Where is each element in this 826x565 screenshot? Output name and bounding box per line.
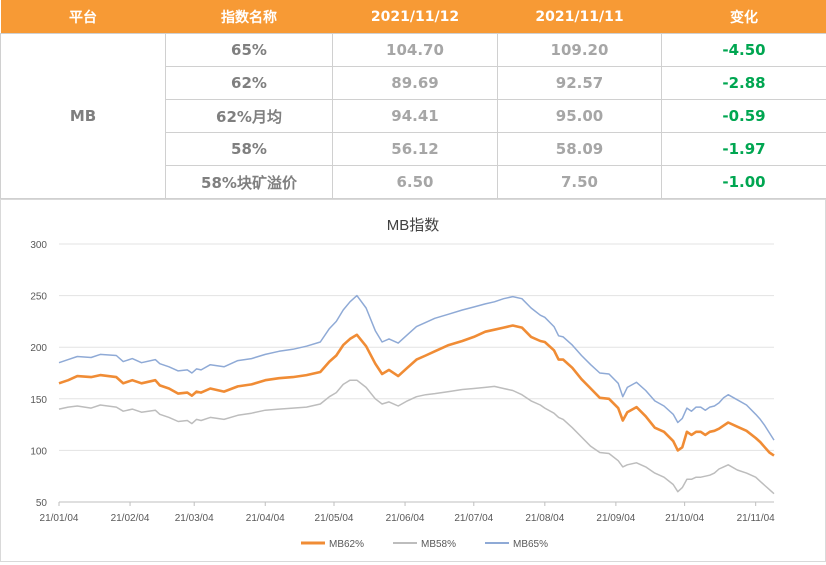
change-cell: -2.88 [662,67,826,100]
x-tick-label: 21/08/04 [525,513,564,524]
series-line-mb62 [59,326,774,456]
platform-cell: MB [1,34,166,199]
x-tick-label: 21/03/04 [175,513,214,524]
y-tick-label: 200 [30,343,47,354]
x-tick-label: 21/11/04 [737,513,776,524]
header-date-1: 2021/11/12 [333,0,498,34]
y-tick-label: 50 [36,498,48,509]
change-cell: -1.00 [662,166,826,199]
x-tick-label: 21/04/04 [246,513,285,524]
value-cell-1: 89.69 [333,67,498,100]
index-name-cell: 65% [166,34,333,67]
value-cell-2: 92.57 [498,67,662,100]
x-tick-label: 21/06/04 [386,513,425,524]
value-cell-1: 6.50 [333,166,498,199]
table-row: MB 65% 104.70 109.20 -4.50 [1,34,826,67]
price-table: 平台 指数名称 2021/11/12 2021/11/11 变化 MB 65% … [0,0,826,199]
value-cell-2: 95.00 [498,100,662,133]
x-tick-label: 21/01/04 [40,513,79,524]
mb-index-chart: MB指数 50 100 150 200 250 300 21/01/04 21/02/04 2… [1,200,825,561]
y-tick-label: 250 [30,292,47,303]
legend-label: MB58% [421,539,456,550]
change-cell: -1.97 [662,133,826,166]
chart-title: MB指数 [387,217,440,234]
y-tick-label: 300 [30,240,47,251]
legend-label: MB65% [513,539,548,550]
value-cell-2: 7.50 [498,166,662,199]
index-name-cell: 62%月均 [166,100,333,133]
series-line-mb65 [59,296,774,441]
value-cell-1: 104.70 [333,34,498,67]
series-line-mb58 [59,380,774,494]
legend-label: MB62% [329,539,364,550]
value-cell-2: 109.20 [498,34,662,67]
y-tick-label: 150 [30,395,47,406]
value-cell-2: 58.09 [498,133,662,166]
change-cell: -0.59 [662,100,826,133]
index-name-cell: 58%块矿溢价 [166,166,333,199]
x-tick-label: 21/09/04 [596,513,635,524]
value-cell-1: 56.12 [333,133,498,166]
x-tick-label: 21/02/04 [111,513,150,524]
header-index-name: 指数名称 [166,0,333,34]
x-tick-label: 21/10/04 [665,513,704,524]
chart-panel: MB指数 50 100 150 200 250 300 21/01/04 21/02/04 2… [0,199,826,562]
header-platform: 平台 [1,0,166,34]
x-tick-label: 21/07/04 [454,513,493,524]
value-cell-1: 94.41 [333,100,498,133]
header-change: 变化 [662,0,826,34]
header-date-2: 2021/11/11 [498,0,662,34]
table-header-row: 平台 指数名称 2021/11/12 2021/11/11 变化 [1,0,826,34]
index-name-cell: 62% [166,67,333,100]
y-tick-label: 100 [30,446,47,457]
x-tick-label: 21/05/04 [315,513,354,524]
index-name-cell: 58% [166,133,333,166]
change-cell: -4.50 [662,34,826,67]
